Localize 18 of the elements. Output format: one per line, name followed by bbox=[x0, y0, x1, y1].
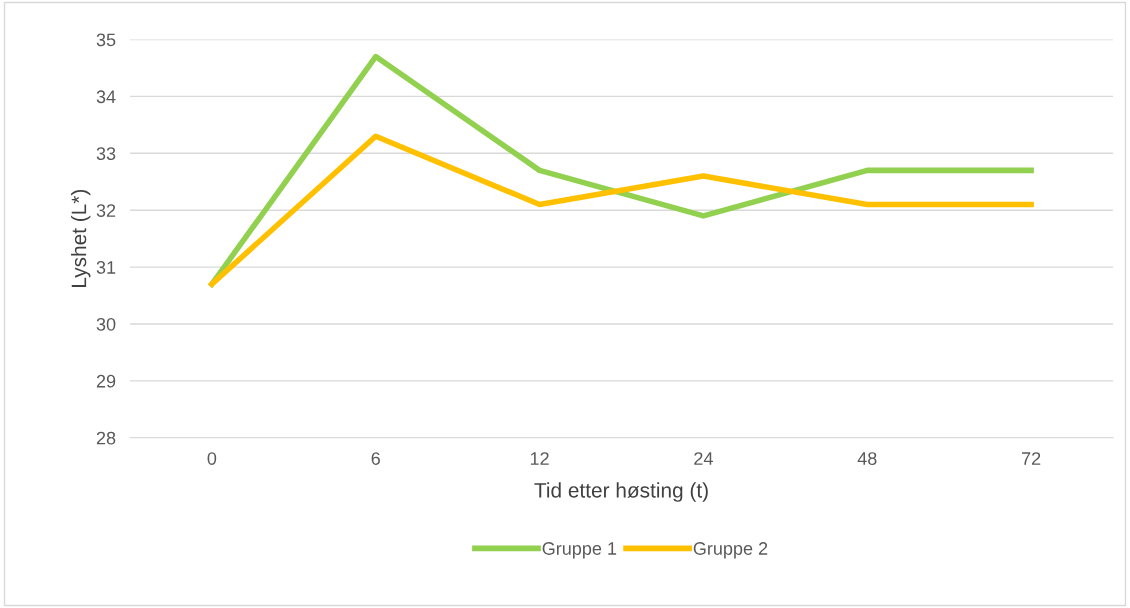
x-axis-title: Tid etter høsting (t) bbox=[534, 482, 708, 502]
y-tick-label: 30 bbox=[96, 317, 116, 331]
y-tick-label: 29 bbox=[96, 374, 116, 388]
x-tick-label: 48 bbox=[857, 452, 877, 465]
x-tick-label: 0 bbox=[207, 452, 217, 465]
y-tick-label: 33 bbox=[96, 147, 116, 161]
legend-label: Gruppe 1 bbox=[542, 542, 617, 559]
x-tick-label: 72 bbox=[1022, 452, 1041, 465]
x-tick-label: 24 bbox=[694, 452, 713, 465]
y-tick-label: 31 bbox=[96, 261, 116, 274]
x-tick-label: 12 bbox=[530, 452, 549, 465]
y-tick-label: 35 bbox=[96, 33, 116, 47]
y-tick-label: 34 bbox=[96, 90, 116, 104]
x-tick-label: 6 bbox=[371, 452, 380, 465]
y-axis-title: Lyshet (L*) bbox=[71, 189, 91, 287]
y-tick-label: 32 bbox=[96, 204, 116, 217]
legend-label: Gruppe 2 bbox=[693, 542, 768, 559]
y-tick-label: 28 bbox=[96, 431, 116, 445]
